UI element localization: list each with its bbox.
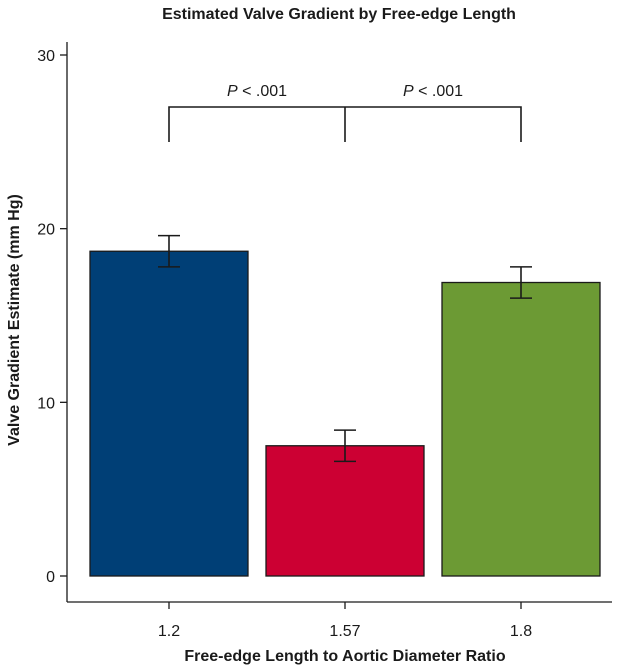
error-bar-1-2: [158, 234, 180, 268]
error-bars: [158, 234, 532, 463]
p-value-text: < .001: [414, 83, 463, 100]
significance-bracket: [168, 106, 522, 142]
p-value-text: < .001: [238, 83, 287, 100]
bar-1-2: [89, 250, 249, 577]
y-tick-label: 20: [37, 222, 55, 239]
x-tick-label: 1.57: [329, 623, 360, 640]
y-tick-label: 0: [46, 569, 55, 586]
y-tick-label: 30: [37, 48, 55, 65]
p-value-annotation: P < .001: [403, 83, 463, 100]
bar-1-8: [441, 281, 601, 577]
y-axis-label: Valve Gradient Estimate (mm Hg): [6, 194, 23, 446]
p-symbol: P: [403, 83, 414, 100]
y-tick-label: 10: [37, 395, 55, 412]
y-ticks: 0 10 20 30: [37, 48, 67, 586]
chart-title: Estimated Valve Gradient by Free-edge Le…: [162, 6, 516, 23]
x-tick-label: 1.2: [158, 623, 180, 640]
p-value-annotation: P < .001: [227, 83, 287, 100]
error-bar-1-57: [334, 429, 356, 463]
error-bar-1-8: [510, 266, 532, 299]
bars: [89, 250, 601, 577]
p-symbol: P: [227, 83, 238, 100]
x-axis-label: Free-edge Length to Aortic Diameter Rati…: [184, 648, 505, 665]
bar-1-57: [265, 445, 425, 577]
x-tick-label: 1.8: [510, 623, 532, 640]
x-ticks: 1.2 1.57 1.8: [158, 602, 532, 640]
